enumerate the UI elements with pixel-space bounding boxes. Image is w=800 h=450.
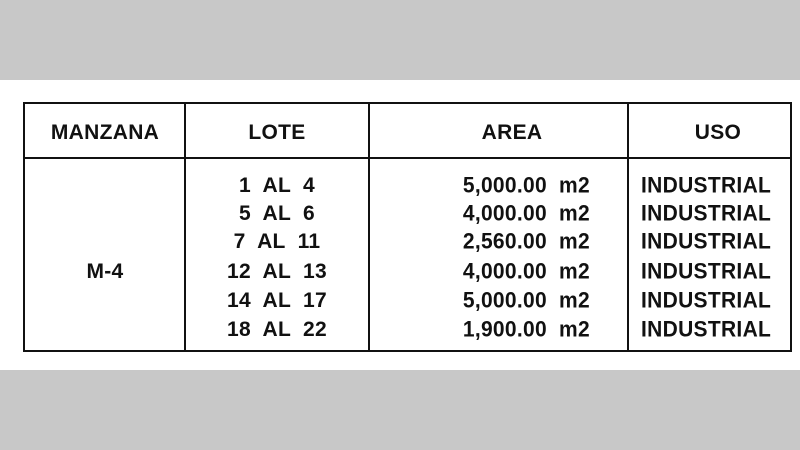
header-divider [25, 157, 790, 159]
area-unit: m2 [559, 259, 590, 284]
area-cell: 4,000.00 [462, 201, 547, 226]
column-divider [368, 104, 370, 350]
area-cell: 5,000.00 [462, 288, 547, 313]
header-manzana: MANZANA [50, 121, 160, 144]
area-unit: m2 [559, 317, 590, 342]
header-lote: LOTE [248, 121, 306, 144]
lote-cell: 12 AL 13 [227, 260, 327, 283]
header-area: AREA [481, 121, 543, 144]
column-divider [627, 104, 629, 350]
lote-cell: 18 AL 22 [227, 318, 327, 341]
lot-table: MANZANA LOTE AREA USO M-4 1 AL 4 5,000.00… [23, 102, 792, 352]
document-band [0, 80, 800, 370]
header-uso: USO [694, 121, 742, 144]
area-cell: 4,000.00 [462, 259, 547, 284]
manzana-value: M-4 [86, 260, 124, 283]
area-unit: m2 [559, 229, 590, 254]
uso-cell: INDUSTRIAL [641, 288, 772, 313]
uso-cell: INDUSTRIAL [641, 259, 772, 284]
lote-cell: 14 AL 17 [227, 289, 327, 312]
lote-cell: 1 AL 4 [239, 174, 315, 197]
uso-cell: INDUSTRIAL [641, 317, 772, 342]
lote-cell: 7 AL 11 [233, 230, 321, 253]
uso-cell: INDUSTRIAL [641, 201, 772, 226]
uso-cell: INDUSTRIAL [641, 229, 772, 254]
uso-cell: INDUSTRIAL [641, 173, 772, 198]
area-unit: m2 [559, 173, 590, 198]
area-unit: m2 [559, 201, 590, 226]
area-unit: m2 [559, 288, 590, 313]
lote-cell: 5 AL 6 [239, 202, 315, 225]
area-cell: 5,000.00 [462, 173, 547, 198]
area-cell: 2,560.00 [462, 229, 547, 254]
area-cell: 1,900.00 [462, 317, 547, 342]
column-divider [184, 104, 186, 350]
